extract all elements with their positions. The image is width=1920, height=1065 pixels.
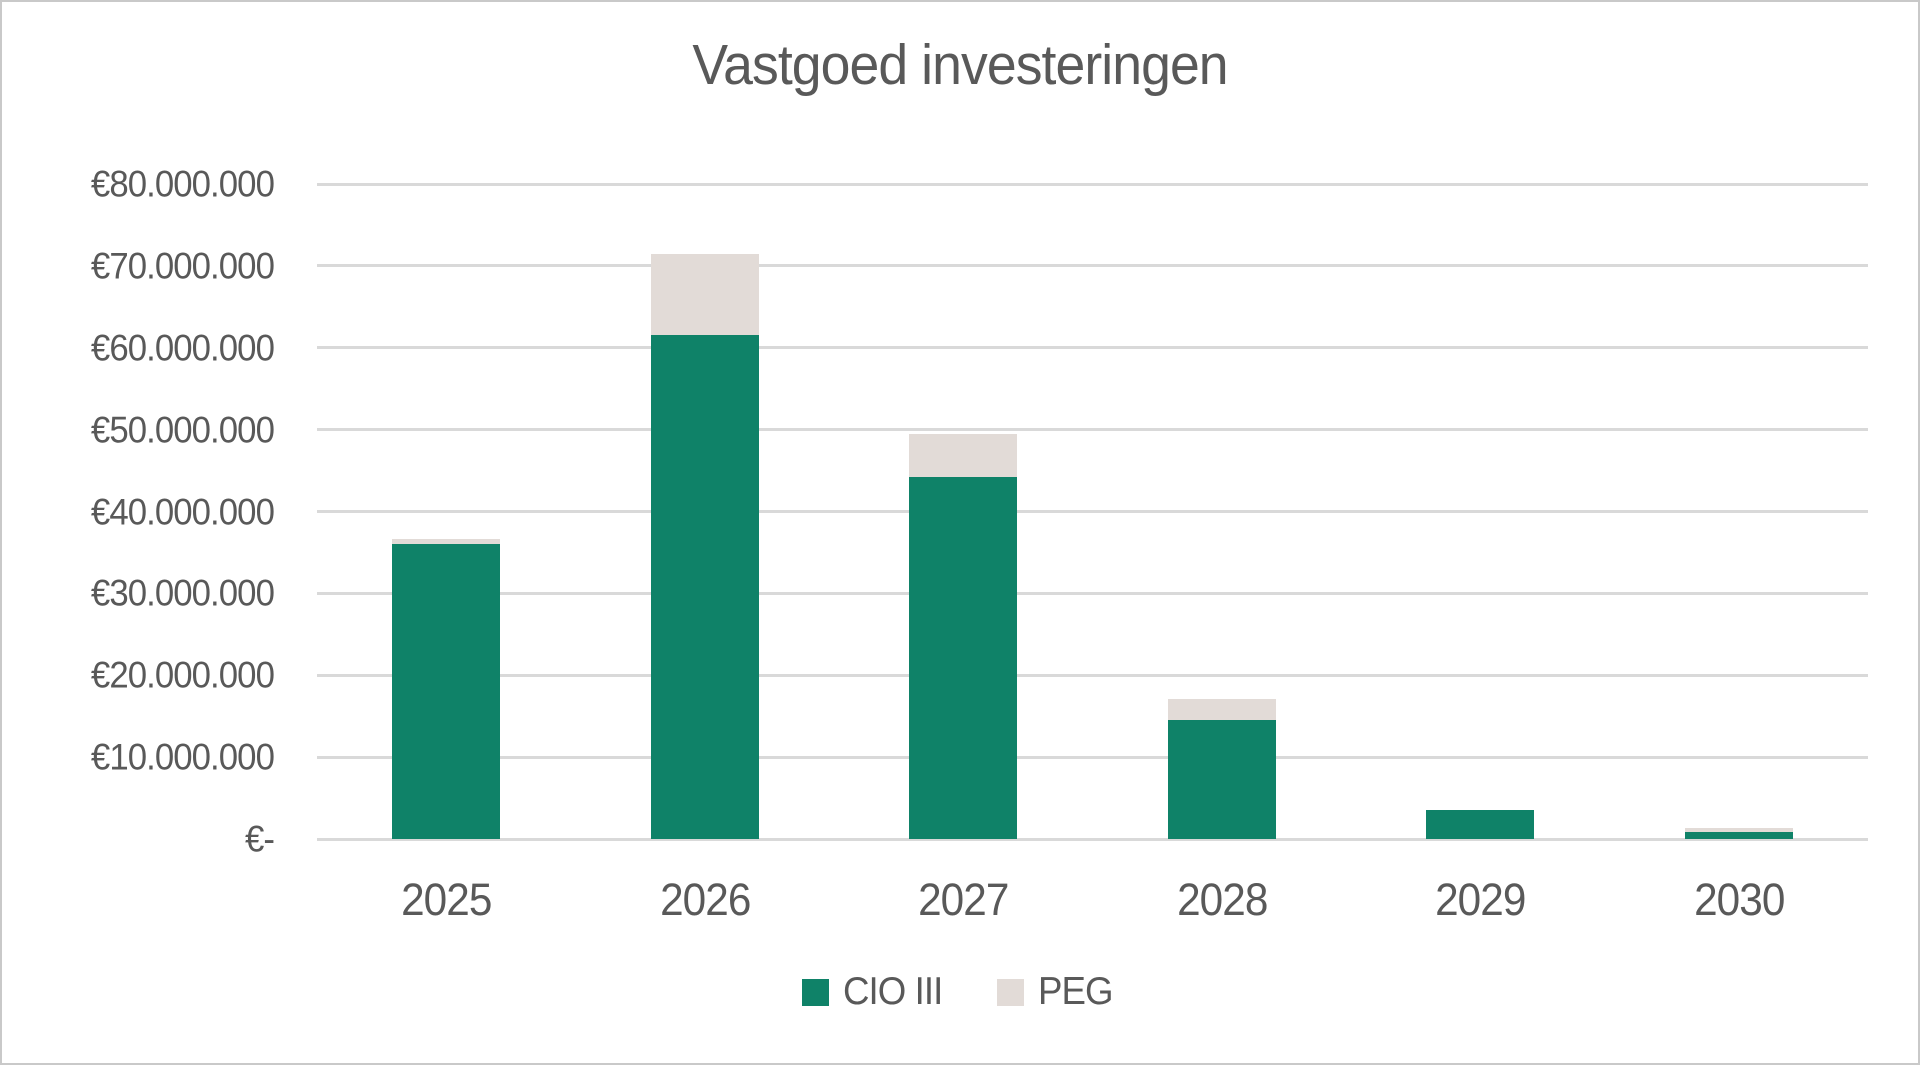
y-axis-label: €50.000.000	[90, 409, 275, 451]
bar-column-2029	[1351, 184, 1610, 839]
bar-segment-cio-iii	[1684, 832, 1793, 839]
legend: CIO III PEG	[2, 972, 1918, 1012]
gridline	[317, 673, 1868, 677]
gridline	[317, 182, 1868, 186]
gridline	[317, 428, 1868, 432]
bar-segment-cio-iii	[650, 335, 759, 839]
x-axis-label: 2025	[401, 874, 492, 925]
y-axis-label: €-	[244, 818, 275, 860]
bar-segment-peg	[909, 433, 1018, 478]
chart-title: Vastgoed investeringen	[692, 33, 1228, 97]
bar-segment-cio-iii	[909, 477, 1018, 839]
x-axis-label: 2030	[1693, 874, 1785, 925]
bar-segment-cio-iii	[1426, 810, 1535, 839]
bar-stack	[392, 538, 501, 839]
bar-segment-peg	[1684, 827, 1793, 833]
y-axis: €80.000.000 €70.000.000 €60.000.000 €50.000…	[2, 166, 275, 858]
gridline	[317, 591, 1868, 595]
bar-column-2025	[317, 184, 576, 839]
bar-column-2026	[576, 184, 835, 839]
gridline	[317, 346, 1868, 350]
legend-label: CIO III	[843, 970, 943, 1013]
y-axis-label: €60.000.000	[90, 327, 275, 369]
gridline	[317, 755, 1868, 759]
bar-segment-peg	[1167, 699, 1276, 721]
bar-series	[317, 184, 1868, 839]
gridline	[317, 510, 1868, 513]
bar-stack	[650, 253, 759, 839]
y-axis-label: €80.000.000	[90, 163, 275, 205]
gridline	[317, 837, 1868, 841]
bar-segment-cio-iii	[1167, 720, 1276, 839]
x-axis: 2025 2026 2027 2028 2029 2030	[317, 876, 1868, 924]
legend-swatch	[802, 978, 830, 1006]
x-axis-label: 2028	[1176, 874, 1268, 925]
bar-segment-peg	[650, 253, 759, 336]
bar-column-2028	[1093, 184, 1352, 839]
bar-segment-peg	[392, 538, 501, 545]
bar-stack	[1426, 810, 1535, 839]
y-axis-label: €20.000.000	[90, 654, 275, 696]
bar-stack	[909, 433, 1018, 839]
y-axis-label: €40.000.000	[90, 491, 275, 532]
y-axis-label: €10.000.000	[90, 736, 275, 778]
y-axis-label: €70.000.000	[90, 245, 275, 287]
y-axis-label: €30.000.000	[90, 572, 275, 614]
bar-column-2030	[1610, 184, 1869, 839]
bar-column-2027	[834, 184, 1093, 839]
legend-label: PEG	[1038, 970, 1114, 1013]
plot-area	[317, 182, 1868, 841]
legend-item-peg: PEG	[997, 972, 1117, 1012]
x-axis-label: 2027	[918, 874, 1009, 925]
x-axis-label: 2026	[659, 874, 751, 925]
legend-swatch	[997, 978, 1025, 1006]
x-axis-label: 2029	[1435, 874, 1526, 925]
bar-segment-cio-iii	[392, 544, 501, 839]
gridline	[317, 264, 1868, 268]
legend-item-cio-iii: CIO III	[802, 972, 949, 1012]
bar-stack	[1684, 827, 1793, 839]
bar-stack	[1167, 699, 1276, 839]
